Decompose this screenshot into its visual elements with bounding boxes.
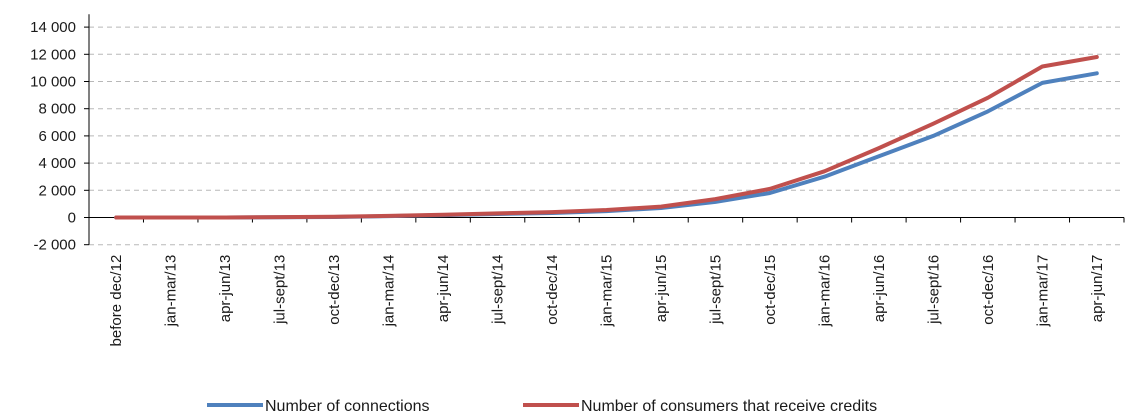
x-tick-label: jul-sept/16: [925, 255, 942, 325]
y-axis-tick-labels: -2 000 0 2 000 4 000 6 000 8 000 10 000 12 000 1…: [30, 19, 76, 254]
y-tick-label: 10 000: [30, 74, 76, 91]
series-lines: [114, 55, 1099, 220]
x-tick-label: jul-sept/15: [707, 255, 724, 325]
legend-item: Number of consumers that receive credits: [523, 398, 877, 415]
x-tick-label: apr-jun/15: [653, 255, 670, 323]
x-tick-label: apr-jun/13: [217, 255, 234, 323]
series-line-2: [114, 55, 1099, 220]
legend-label: Number of consumers that receive credits: [581, 398, 877, 415]
x-tick-label: oct-dec/15: [762, 255, 779, 325]
x-tick-label: apr-jun/14: [435, 255, 452, 323]
y-tick-label: -2 000: [33, 237, 76, 254]
x-axis-tick-labels: before dec/12 jan-mar/13 apr-jun/13 jul-sep…: [108, 255, 1106, 347]
legend-label: Number of connections: [265, 398, 430, 415]
legend-item: Number of connections: [207, 398, 430, 415]
x-tick-label: jan-mar/17: [1034, 255, 1051, 328]
y-tick-label: 8 000: [38, 101, 76, 118]
grid-lines: [89, 26, 1124, 246]
x-tick-label: before dec/12: [108, 255, 125, 347]
x-tick-label: jan-mar/14: [381, 255, 398, 328]
y-tick-label: 0: [68, 210, 76, 227]
x-tick-label: jan-mar/15: [599, 255, 616, 328]
y-tick-label: 2 000: [38, 182, 76, 199]
x-tick-label: jan-mar/13: [163, 255, 180, 328]
x-tick-label: oct-dec/14: [544, 255, 561, 325]
x-tick-label: apr-jun/17: [1089, 255, 1106, 323]
y-tick-label: 4 000: [38, 155, 76, 172]
x-tick-label: oct-dec/16: [980, 255, 997, 325]
legend: Number of connections Number of consumers…: [207, 398, 877, 415]
series-line-1: [114, 71, 1099, 220]
x-tick-label: jul-sept/14: [490, 255, 507, 325]
x-tick-label: jan-mar/16: [816, 255, 833, 328]
y-tick-label: 6 000: [38, 128, 76, 145]
x-tick-label: apr-jun/16: [871, 255, 888, 323]
x-tick-label: jul-sept/13: [272, 255, 289, 325]
y-tick-label: 12 000: [30, 46, 76, 63]
x-tick-label: oct-dec/13: [326, 255, 343, 325]
y-tick-label: 14 000: [30, 19, 76, 36]
